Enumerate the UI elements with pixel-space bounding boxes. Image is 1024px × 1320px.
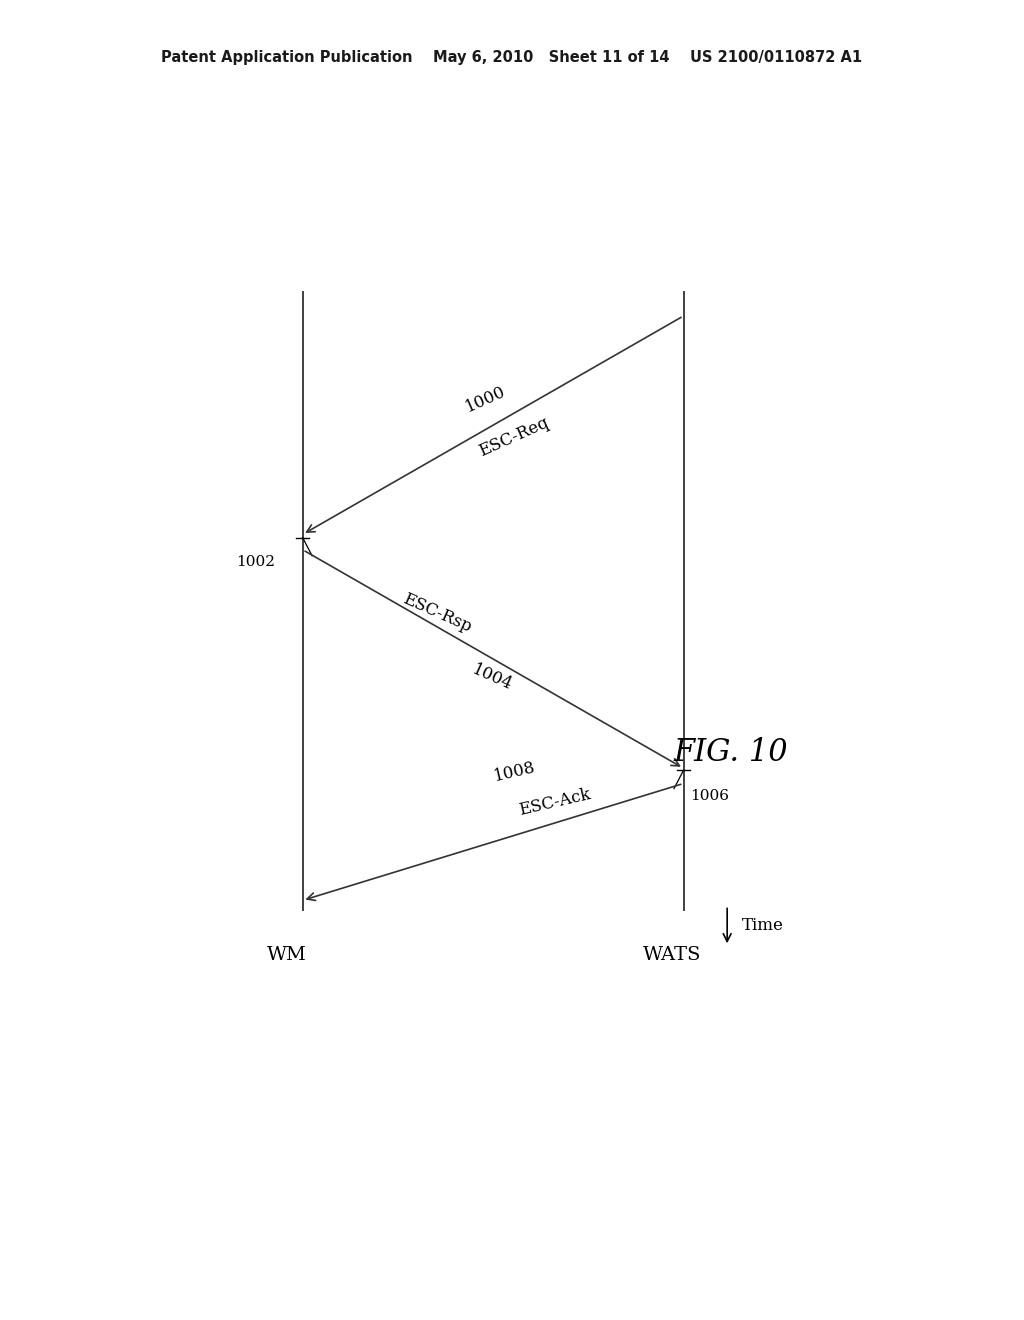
Text: 1006: 1006	[690, 788, 729, 803]
Text: ESC-Req: ESC-Req	[476, 414, 551, 461]
Text: WATS: WATS	[642, 946, 700, 964]
Text: 1008: 1008	[493, 759, 538, 785]
Text: FIG. 10: FIG. 10	[674, 738, 788, 768]
Text: Patent Application Publication    May 6, 2010   Sheet 11 of 14    US 2100/011087: Patent Application Publication May 6, 20…	[162, 50, 862, 65]
Text: 1004: 1004	[470, 661, 515, 693]
Text: Time: Time	[741, 917, 783, 935]
Text: ESC-Rsp: ESC-Rsp	[400, 590, 474, 636]
Text: WM: WM	[267, 946, 306, 964]
Text: 1000: 1000	[463, 383, 509, 416]
Text: 1002: 1002	[236, 554, 274, 569]
Text: ESC-Ack: ESC-Ack	[517, 787, 592, 820]
